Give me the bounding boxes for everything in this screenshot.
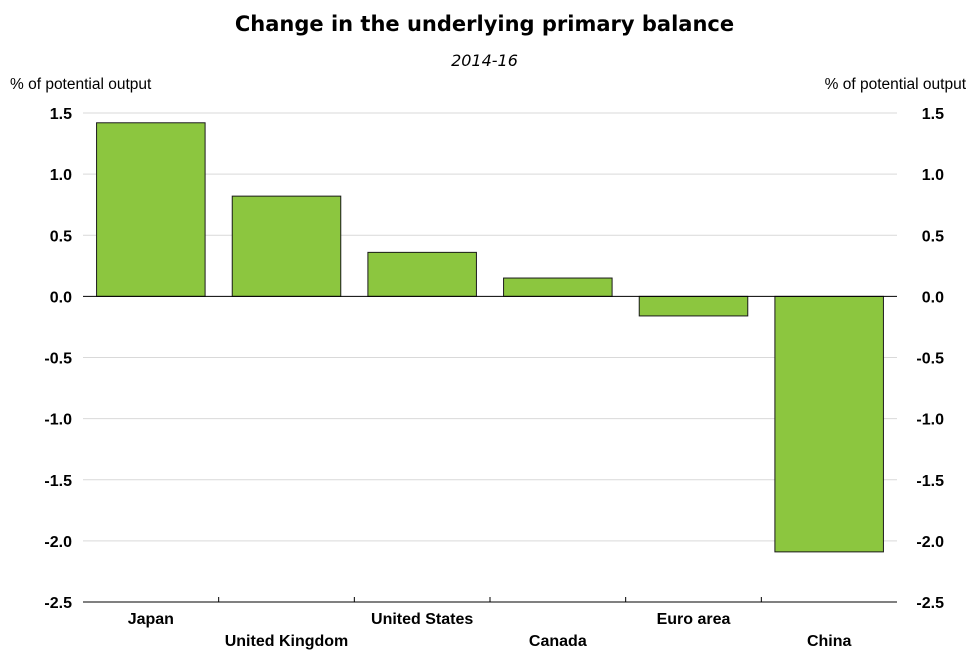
- y-tick-label-right: -1.0: [916, 412, 944, 429]
- gridlines: [83, 112, 897, 542]
- bar: [638, 295, 749, 317]
- y-tick-label-left: -1.0: [44, 412, 72, 429]
- chart-title: Change in the underlying primary balance: [234, 12, 735, 36]
- bar: [774, 295, 884, 553]
- y-tick-label-right: -2.5: [916, 595, 944, 612]
- y-tick-label-left: -2.5: [44, 595, 72, 612]
- y-tick-label-left: 1.0: [50, 167, 72, 184]
- bar: [96, 122, 206, 297]
- bar: [231, 195, 342, 297]
- y-tick-label-right: 1.0: [922, 167, 944, 184]
- chart-subtitle: 2014-16: [451, 51, 518, 70]
- axes: [83, 295, 897, 603]
- y-tick-label-left: -2.0: [44, 534, 72, 551]
- y-tick-label-right: 1.5: [922, 106, 944, 123]
- y-tick-label-left: 0.5: [50, 228, 72, 245]
- y-tick-label-left: 1.5: [50, 106, 72, 123]
- bars: [96, 122, 884, 553]
- y-axis-label-left: % of potential output: [10, 76, 152, 93]
- y-tick-label-right: 0.5: [922, 228, 944, 245]
- y-tick-label-left: -0.5: [44, 351, 72, 368]
- y-axis-label-right: % of potential output: [824, 76, 966, 93]
- y-tick-label-right: 0.0: [922, 289, 944, 306]
- bar: [367, 251, 477, 297]
- y-tick-label-right: -0.5: [916, 351, 944, 368]
- y-tick-label-left: 0.0: [50, 289, 72, 306]
- x-tick-label: United Kingdom: [225, 633, 349, 650]
- x-tick-label: Canada: [529, 633, 587, 650]
- y-tick-label-left: -1.5: [44, 473, 72, 490]
- x-tick-label: Japan: [128, 611, 174, 628]
- x-tick-label: China: [807, 633, 852, 650]
- bar: [503, 277, 613, 297]
- y-tick-label-right: -2.0: [916, 534, 944, 551]
- y-tick-label-right: -1.5: [916, 473, 944, 490]
- labels: 1.5 1.5 1.0 1.0 0.5 0.5 0.0 0.0 -0.5 -0.5 -1.0 -1.0…: [44, 106, 944, 650]
- x-tick-label: United States: [371, 611, 473, 628]
- x-tick-label: Euro area: [657, 611, 731, 628]
